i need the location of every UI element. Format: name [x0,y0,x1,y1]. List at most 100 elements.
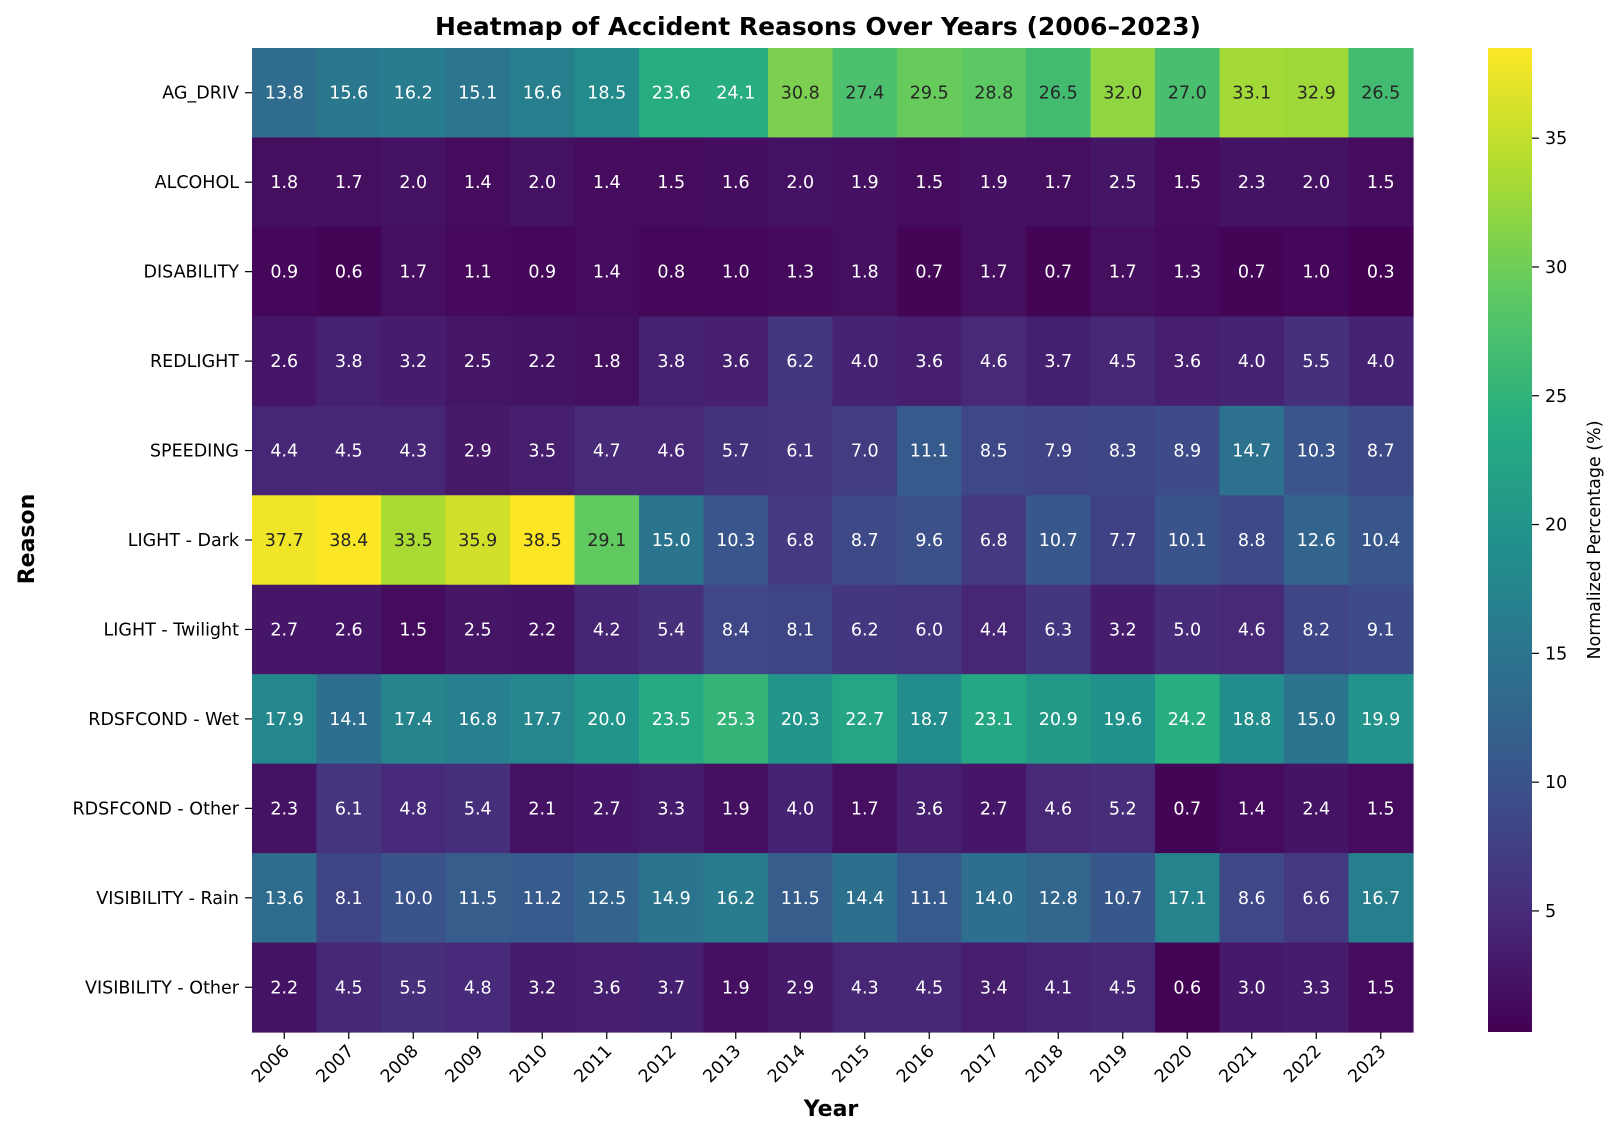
heatmap-cell [768,495,834,586]
cell-value-label: 6.3 [1044,620,1072,640]
heatmap-cell [445,942,511,1033]
cell-value-label: 13.8 [265,84,304,104]
cell-value-label: 2.0 [786,173,814,193]
heatmap-cell [1219,853,1285,944]
heatmap-cell [510,226,576,317]
cell-value-label: 12.5 [587,889,626,909]
heatmap-cell [961,853,1027,944]
x-tick-label: 2008 [377,1041,423,1087]
cell-value-label: 12.6 [1297,531,1336,551]
cell-value-label: 3.6 [915,799,943,819]
heatmap-cell [703,853,769,944]
cell-value-label: 3.6 [593,978,621,998]
cell-value-label: 1.3 [786,263,814,283]
heatmap-cell [897,226,963,317]
cell-value-label: 10.1 [1168,531,1207,551]
heatmap-cell [1219,405,1285,496]
heatmap-cell [1348,495,1414,586]
cell-value-label: 16.2 [394,84,433,104]
heatmap-cell [445,226,511,317]
heatmap-cell [445,316,511,407]
cell-value-label: 24.1 [716,84,755,104]
heatmap-cell [639,137,705,228]
cell-value-label: 3.3 [657,799,685,819]
cell-value-label: 4.7 [593,442,621,462]
cell-value-label: 13.6 [265,889,304,909]
heatmap-cell [703,405,769,496]
cell-value-label: 7.0 [851,442,879,462]
cell-value-label: 16.7 [1361,889,1400,909]
heatmap-cell [961,763,1027,854]
cell-value-label: 10.7 [1039,531,1078,551]
cell-value-label: 1.5 [657,173,685,193]
x-axis-title: Year [803,1097,859,1122]
heatmap-cell [832,48,898,139]
heatmap-cell [316,405,382,496]
cell-value-label: 8.1 [335,889,363,909]
colorbar-tick-label: 25 [1545,387,1567,407]
y-tick-label: ALCOHOL [155,173,240,193]
x-tick-label: 2011 [571,1041,617,1087]
heatmap-cell [316,495,382,586]
y-tick-label: DISABILITY [144,263,240,283]
heatmap-cell [1348,853,1414,944]
cell-value-label: 26.5 [1039,84,1078,104]
cell-value-label: 5.5 [399,978,427,998]
heatmap-cell [252,942,318,1033]
heatmap-cell [1155,853,1221,944]
cell-value-label: 27.4 [845,84,884,104]
x-axis-ticks: 2006 2007 2008 2009 2010 2011 2012 2013 2014 2015… [248,1032,1390,1087]
cell-value-label: 4.5 [915,978,943,998]
cell-value-label: 30.8 [781,84,820,104]
heatmap-cell [639,942,705,1033]
heatmap-cell [574,584,640,675]
cell-value-label: 1.5 [399,620,427,640]
heatmap-cell [1090,48,1156,139]
heatmap-cell [897,137,963,228]
heatmap-cell [703,137,769,228]
heatmap-cell [1284,763,1350,854]
x-tick-label: 2010 [506,1041,552,1087]
heatmap-cell [574,137,640,228]
heatmap-cell [445,48,511,139]
cell-value-label: 2.5 [464,620,492,640]
heatmap-cell [510,137,576,228]
colorbar-tick-label: 5 [1545,902,1556,922]
heatmap-cell [768,316,834,407]
heatmap-cell [768,137,834,228]
heatmap-cell [1348,48,1414,139]
heatmap-cell [1026,316,1092,407]
heatmap-cell [768,942,834,1033]
heatmap-cell [1090,495,1156,586]
heatmap-cell [1284,48,1350,139]
x-tick-label: 2012 [635,1041,681,1087]
colorbar-tick-label: 10 [1545,773,1567,793]
heatmap-cell [445,674,511,765]
heatmap-cell [1219,495,1285,586]
heatmap-cell [1090,405,1156,496]
heatmap-cell [768,405,834,496]
cell-value-label: 0.7 [1238,263,1266,283]
heatmap-cell [1348,674,1414,765]
cell-value-label: 2.4 [1302,799,1330,819]
cell-value-label: 0.8 [657,263,685,283]
x-tick-label: 2007 [313,1041,359,1087]
heatmap-cell [1284,316,1350,407]
heatmap-cell [574,405,640,496]
cell-value-label: 8.9 [1173,442,1201,462]
x-tick-label: 2022 [1280,1041,1326,1087]
cell-value-label: 19.6 [1103,710,1142,730]
heatmap-cell [832,316,898,407]
x-tick-label: 2006 [248,1041,294,1087]
cell-value-label: 4.3 [399,442,427,462]
cell-value-label: 15.0 [652,531,691,551]
cell-value-label: 8.7 [851,531,879,551]
heatmap-cell [574,674,640,765]
heatmap-cell [574,495,640,586]
cell-value-label: 0.9 [270,263,298,283]
cell-value-label: 3.3 [1302,978,1330,998]
cell-value-label: 29.1 [587,531,626,551]
cell-value-label: 14.4 [845,889,884,909]
heatmap-cell [381,853,447,944]
